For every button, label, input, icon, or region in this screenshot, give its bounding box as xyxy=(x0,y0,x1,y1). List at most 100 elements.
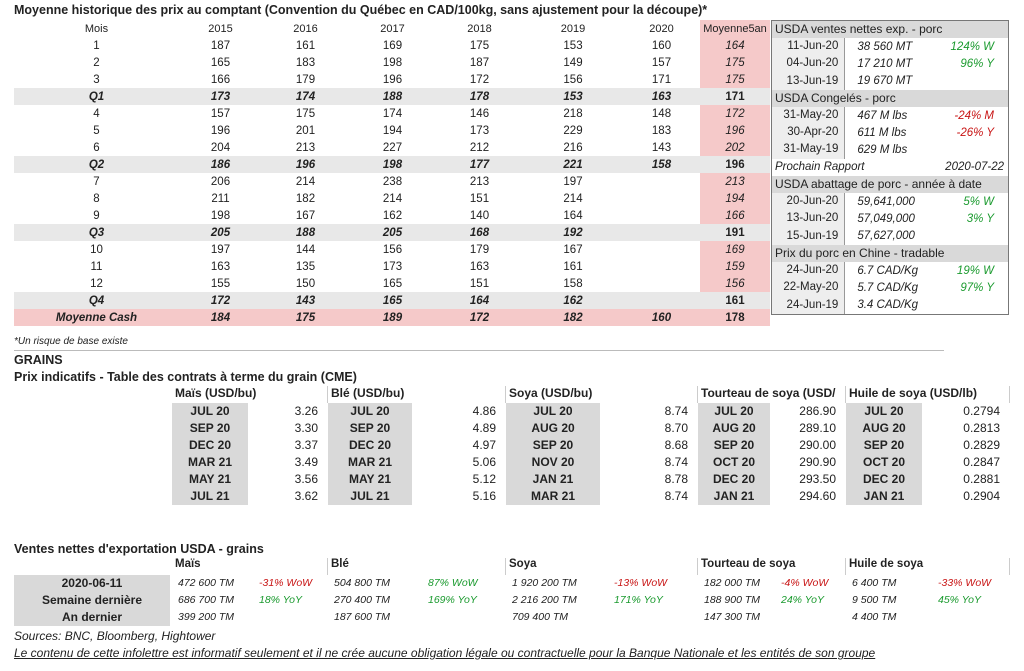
export-column-header: Soya xyxy=(506,558,698,575)
price-cell: 158 xyxy=(563,277,583,290)
price-cell: 197 xyxy=(210,243,231,256)
export-change: 18% YoY xyxy=(259,594,303,606)
price-cell: 151 xyxy=(469,192,490,205)
contract-month: OCT 20 xyxy=(698,454,770,471)
contract-price: 0.2813 xyxy=(963,421,1000,435)
price-cell: 188 xyxy=(349,88,436,105)
month-row: 3 166 179 196 172 156 171 175 xyxy=(14,71,770,88)
stat-value: 629 M lbs xyxy=(857,144,908,157)
stat-date: 24-Jun-20 xyxy=(772,261,846,280)
contract-month: DEC 20 xyxy=(698,471,770,488)
contract-price: 3.49 xyxy=(294,455,318,469)
price-cell: 161 xyxy=(295,39,316,52)
price-cell: 168 xyxy=(436,224,523,241)
contract-month: JUL 20 xyxy=(172,403,248,420)
futures-row: DEC 20 3.37 xyxy=(172,437,328,454)
section-title: Prix du porc en Chine - tradable xyxy=(772,244,1008,262)
contract-price: 0.2794 xyxy=(963,404,1000,418)
contract-price: 8.78 xyxy=(664,472,688,486)
stat-row: 20-Jun-20 59,641,000 5% W xyxy=(772,193,1008,211)
stat-row: 04-Jun-20 17 210 MT 96% Y xyxy=(772,55,1008,73)
futures-row: SEP 20 3.30 xyxy=(172,420,328,437)
five-year-average-cell: 178 xyxy=(700,309,770,326)
row-label: 5 xyxy=(93,124,100,137)
price-cell: 182 xyxy=(295,192,316,205)
price-cell xyxy=(623,224,700,241)
price-cell: 135 xyxy=(295,260,316,273)
column-header: 2015 xyxy=(208,22,233,35)
futures-row: MAR 21 8.74 xyxy=(506,488,698,505)
stat-date: 24-Jun-19 xyxy=(772,296,846,314)
export-volume: 399 200 TM xyxy=(178,611,235,623)
price-cell: 197 xyxy=(563,175,583,188)
export-volume: 187 600 TM xyxy=(334,611,391,623)
contract-price: 3.56 xyxy=(294,472,318,486)
contract-price: 0.2904 xyxy=(963,489,1000,503)
five-year-average-cell: 156 xyxy=(700,275,770,292)
column-header: 2018 xyxy=(467,22,492,35)
export-volume: 270 400 TM xyxy=(334,594,391,606)
export-volume: 147 300 TM xyxy=(704,611,761,623)
futures-column-header: Blé (USD/bu) xyxy=(328,386,506,403)
export-column-header: Maïs xyxy=(172,558,328,575)
five-year-average-cell: 164 xyxy=(700,37,770,54)
column-header: 2016 xyxy=(293,22,318,35)
export-volume: 709 400 TM xyxy=(512,611,569,623)
price-cell: 144 xyxy=(295,243,316,256)
contract-month: AUG 20 xyxy=(506,420,600,437)
disclaimer: Le contenu de cette infolettre est infor… xyxy=(14,646,876,660)
price-cell: 179 xyxy=(469,243,490,256)
futures-column-header: Tourteau de soya (USD/ xyxy=(698,386,846,403)
price-cell: 149 xyxy=(563,56,583,69)
stat-value: 57,627,000 xyxy=(857,230,915,243)
price-cell: 167 xyxy=(563,243,583,256)
five-year-average-cell: 166 xyxy=(700,207,770,224)
price-cell: 162 xyxy=(382,209,403,222)
price-cell: 198 xyxy=(349,156,436,173)
column-header: Mois xyxy=(84,22,109,35)
export-volume: 472 600 TM xyxy=(178,577,235,589)
futures-row: JAN 21 0.2904 xyxy=(846,488,1010,505)
export-change: 171% YoY xyxy=(614,594,663,606)
export-volume: 4 400 TM xyxy=(852,611,897,623)
price-cell: 173 xyxy=(469,124,490,137)
price-cell: 189 xyxy=(349,309,436,326)
contract-month: NOV 20 xyxy=(506,454,600,471)
next-report-label: Prochain Rapport xyxy=(775,161,865,174)
price-cell xyxy=(623,241,700,258)
price-cell xyxy=(623,258,700,275)
price-cell: 188 xyxy=(262,224,349,241)
row-label: 7 xyxy=(93,175,100,188)
contract-month: JAN 21 xyxy=(846,488,922,505)
futures-row: JAN 21 8.78 xyxy=(506,471,698,488)
sources: Sources: BNC, Bloomberg, Hightower xyxy=(14,629,216,643)
futures-row: SEP 20 4.89 xyxy=(328,420,506,437)
month-row: 1 187 161 169 175 153 160 164 xyxy=(14,37,770,54)
futures-row: SEP 20 8.68 xyxy=(506,437,698,454)
price-cell: 238 xyxy=(382,175,403,188)
price-cell: 216 xyxy=(563,141,583,154)
price-cell: 165 xyxy=(210,56,231,69)
export-row-label: Semaine dernière xyxy=(14,592,170,609)
price-cell: 162 xyxy=(523,292,623,309)
price-cell: 160 xyxy=(623,309,700,326)
stat-row: 31-May-19 629 M lbs xyxy=(772,141,1008,159)
stat-value: 5.7 CAD/Kg xyxy=(857,281,919,294)
contract-month: SEP 20 xyxy=(328,420,412,437)
exports-title: Ventes nettes d'exportation USDA - grain… xyxy=(14,542,264,556)
contract-price: 5.12 xyxy=(472,472,496,486)
futures-row: AUG 20 8.70 xyxy=(506,420,698,437)
contract-month: JUL 21 xyxy=(328,488,412,505)
price-cell: 196 xyxy=(210,124,231,137)
stat-date: 13-Jun-20 xyxy=(772,210,846,228)
price-cell: 227 xyxy=(382,141,403,154)
row-label: 11 xyxy=(90,260,103,273)
contract-price: 4.86 xyxy=(472,404,496,418)
stat-row: 11-Jun-20 38 560 MT 124% W xyxy=(772,38,1008,56)
price-cell: 172 xyxy=(436,309,523,326)
price-cell: 214 xyxy=(563,192,583,205)
stat-value: 6.7 CAD/Kg xyxy=(857,264,919,277)
column-header: Moyenne5an xyxy=(700,20,770,37)
price-cell: 186 xyxy=(179,156,262,173)
stat-row: 22-May-20 5.7 CAD/Kg 97% Y xyxy=(772,279,1008,297)
